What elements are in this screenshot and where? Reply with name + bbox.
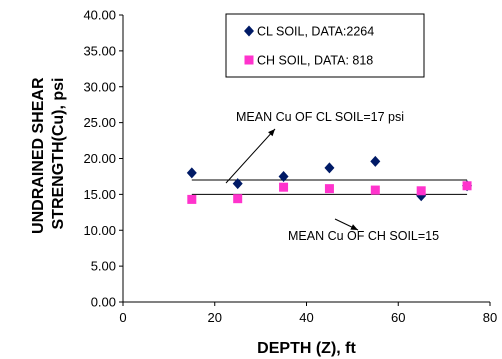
legend-label: CL SOIL, DATA:2264	[257, 25, 374, 39]
x-axis-title: DEPTH (Z), ft	[257, 340, 356, 357]
y-axis-title-line-1: UNDRAINED SHEAR	[30, 77, 47, 234]
x-tick-label: 80	[483, 310, 497, 325]
y-tick-label: 40.00	[83, 8, 116, 23]
y-axis-title-line-2: STRENGTH(Cu), psi	[50, 78, 67, 230]
x-axis-ticks: 0 20 40 60 80	[119, 302, 497, 325]
y-tick-label: 35.00	[83, 43, 116, 58]
y-tick-label: 15.00	[83, 187, 116, 202]
legend: CL SOIL, DATA:2264 CH SOIL, DATA: 818	[225, 13, 425, 78]
annotation-arrowhead	[350, 224, 358, 230]
y-tick-label: 25.00	[83, 115, 116, 130]
square-point	[244, 55, 254, 65]
diamond-point	[324, 162, 335, 174]
x-tick-label: 20	[208, 310, 222, 325]
y-tick-label: 5.00	[91, 259, 116, 274]
square-point	[416, 186, 426, 196]
x-tick-label: 60	[391, 310, 405, 325]
y-axis-title: UNDRAINED SHEAR STRENGTH(Cu), psi	[30, 73, 67, 234]
square-point	[233, 194, 243, 204]
mean-annotation-label: MEAN Cu OF CL SOIL=17 psi	[236, 110, 404, 124]
mean-annotation-label: MEAN Cu OF CH SOIL=15	[288, 229, 439, 243]
diamond-point	[278, 170, 289, 182]
diamond-point	[186, 167, 197, 179]
square-point	[279, 182, 289, 192]
y-tick-label: 20.00	[83, 151, 116, 166]
y-tick-label: 10.00	[83, 223, 116, 238]
legend-box	[225, 13, 425, 78]
annotations: MEAN Cu OF CL SOIL=17 psi MEAN Cu OF CH S…	[225, 110, 439, 243]
y-tick-label: 0.00	[91, 295, 116, 310]
y-axis-ticks: 0.00 5.00 10.00 15.00 20.00 25.00 30.00 35.00 40…	[83, 8, 123, 310]
annotation-arrow-line	[225, 128, 276, 184]
square-point	[462, 181, 472, 191]
annotation-arrowhead	[268, 129, 275, 137]
square-point	[324, 184, 334, 194]
diamond-point	[370, 155, 381, 167]
diamond-point	[232, 178, 243, 190]
diamond-point	[244, 25, 254, 37]
x-tick-label: 0	[119, 310, 126, 325]
square-point	[370, 185, 380, 195]
legend-label: CH SOIL, DATA: 818	[257, 54, 373, 68]
y-tick-label: 30.00	[83, 79, 116, 94]
x-tick-label: 40	[299, 310, 313, 325]
square-point	[187, 194, 197, 204]
data-points	[186, 155, 473, 204]
